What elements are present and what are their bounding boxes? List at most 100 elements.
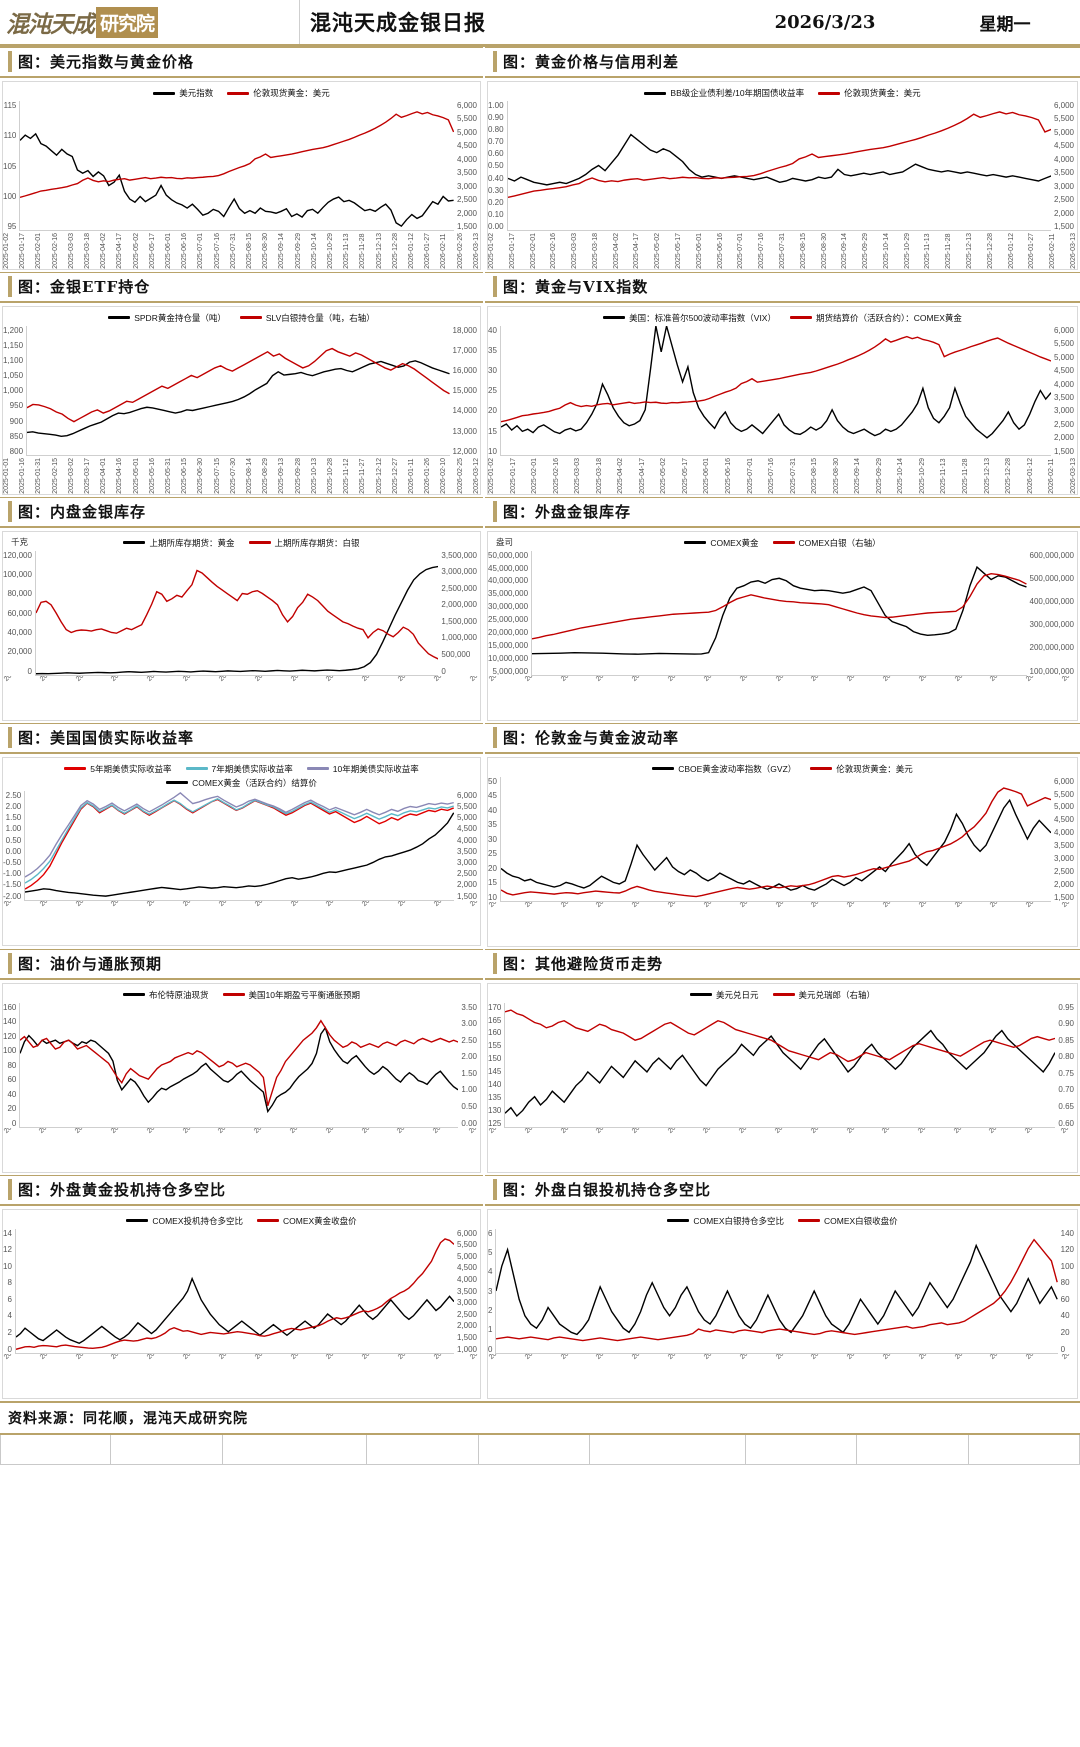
x-axis-labels: 2025-01-02 2025-01-17 2025-02-01 2025-02-16… xyxy=(3,231,480,269)
x-tick-label: 2025-11-28 xyxy=(962,458,970,494)
legend-label: 美元兑日元 xyxy=(715,989,759,1000)
x-tick-label: 2024-03-01 xyxy=(738,1128,768,1135)
source-text: 资料来源：同花顺，混沌天成研究院 xyxy=(8,1410,248,1427)
y-tick-label: 600,000,000 xyxy=(1029,550,1075,560)
y-tick-label: 25,000,000 xyxy=(488,615,529,624)
chart-legend: BB级企业债利差/10年期国债收益率 伦敦现货黄金：美元 xyxy=(488,82,1077,101)
chart-comex-inventory: COMEX黄金 COMEX白银（右轴） 盎司 50,000,000 45,000,000… xyxy=(487,530,1078,721)
x-tick-label: 2023-03-01 xyxy=(524,1128,554,1135)
x-tick-label: 2021-01-01 xyxy=(290,676,320,683)
x-tick-label: 2025-01-02 xyxy=(488,233,495,269)
legend-label: COMEX白银收盘价 xyxy=(824,1215,898,1226)
x-tick-label: 2018-01-01 xyxy=(560,1354,590,1361)
axis-unit-label: 盎司 xyxy=(496,536,514,547)
y-tick-label: 12 xyxy=(3,1245,12,1255)
x-tick-label: 2026-01-12 xyxy=(1007,233,1015,269)
y-tick-label: 0.60 xyxy=(1058,1118,1074,1128)
y-tick-label: 40 xyxy=(488,325,497,335)
x-tick-label: 2018-07-01 xyxy=(595,676,625,683)
y-tick-label: 17,000 xyxy=(452,345,477,355)
x-tick-label: 2017-01-01 xyxy=(488,1354,518,1361)
x-tick-label: 2024-07-01 xyxy=(989,902,1019,909)
x-tick-label: 2018-07-01 xyxy=(595,1354,625,1361)
x-tick-label: 2025-05-01 xyxy=(988,1128,1018,1135)
legend-swatch xyxy=(772,993,795,997)
x-tick-label: 2021-01-01 xyxy=(290,1354,320,1361)
x-axis-labels: 2017-01-01 2017-07-01 2018-01-01 2018-07-01… xyxy=(488,1354,1077,1398)
y-tick-label: 5,500 xyxy=(1053,114,1074,124)
legend-item: BB级企业债利差/10年期国债收益率 xyxy=(644,87,804,99)
x-tick-label: 2025-06-16 xyxy=(181,233,189,269)
x-tick-label: 2021-07-01 xyxy=(325,676,355,683)
y-axis-right: 140 120 100 80 60 40 20 0 xyxy=(1058,1229,1077,1354)
x-tick-label: 2023-07-01 xyxy=(469,1354,480,1361)
x-tick-label: 2025-01-01 xyxy=(1061,902,1077,909)
y-tick-label: 20,000,000 xyxy=(488,627,529,637)
y-tick-label: 30 xyxy=(488,834,497,844)
x-tick-label: 2025-05-01 xyxy=(132,457,140,494)
y-tick-label: 10 xyxy=(3,1261,12,1271)
y-tick-label: 150 xyxy=(488,1054,502,1064)
y-tick-label: -2.00 xyxy=(3,891,22,901)
y-tick-label: 0.00 xyxy=(5,846,22,856)
x-tick-label: 2025-10-14 xyxy=(897,457,905,494)
x-tick-label: 2019-07-01 xyxy=(667,1354,697,1361)
x-tick-label: 2024-11-01 xyxy=(881,1128,911,1135)
y-tick-label: 2,500 xyxy=(1053,195,1074,205)
y-tick-label: 50 xyxy=(488,776,497,786)
legend-label: 布伦特原油现货 xyxy=(149,989,209,1000)
legend-item: COMEX白银收盘价 xyxy=(798,1215,898,1227)
x-tick-label: 2021-01-01 xyxy=(775,1354,805,1361)
series-line xyxy=(501,788,1051,897)
x-tick-label: 2026-01-26 xyxy=(424,457,432,494)
panel-title-text: 图：金银ETF持仓 xyxy=(8,275,150,297)
x-tick-label: 2025-03-18 xyxy=(84,233,92,269)
legend-label: COMEX投机持仓多空比 xyxy=(152,1215,243,1226)
y-tick-label: 130 xyxy=(488,1105,502,1115)
y-axis-left: 170 165 160 155 150 145 140 135 130 125 xyxy=(488,1003,504,1128)
panel-title-text: 图：伦敦金与黄金波动率 xyxy=(493,726,679,748)
panel-title-text: 图：外盘金银库存 xyxy=(493,500,631,522)
series-line xyxy=(25,793,454,877)
y-tick-label: 100,000,000 xyxy=(1029,666,1075,676)
x-tick-label: 2023-11-01 xyxy=(667,1128,697,1135)
y-tick-label: 5,500 xyxy=(1053,789,1074,799)
x-tick-label: 2025-01-16 xyxy=(19,457,27,494)
y-tick-label: 5,000 xyxy=(456,813,477,823)
x-tick-label: 2020-01-01 xyxy=(218,676,248,683)
chart-cell-usd-gold: 图：美元指数与黄金价格 美元指数 伦敦现货黄金：美元 115 110 105 100 95 6,… xyxy=(0,47,485,272)
x-tick-label: 2022-01-01 xyxy=(846,676,876,683)
legend-label: COMEX黄金收盘价 xyxy=(283,1215,357,1226)
x-tick-label: 2022-07-01 xyxy=(882,676,912,683)
y-tick-label: 5,500 xyxy=(456,114,477,124)
legend-label: COMEX黄金 xyxy=(710,537,759,548)
x-tick-label: 2024-01-02 xyxy=(290,901,320,908)
y-axis-right: 6,000 5,500 5,000 4,500 4,000 3,500 3,000 2,500… xyxy=(1051,101,1077,231)
x-tick-label: 2025-04-17 xyxy=(116,233,124,269)
y-tick-label: 170 xyxy=(488,1002,502,1012)
legend-swatch xyxy=(126,1219,149,1223)
y-axis-right: 3.50 3.00 2.50 2.00 1.50 1.00 0.50 0.00 xyxy=(458,1003,480,1128)
x-tick-label: 2022-07-01 xyxy=(703,902,733,909)
x-tick-label: 2026-01-11 xyxy=(408,458,416,494)
x-tick-label: 2020-01-01 xyxy=(703,676,733,683)
x-tick-label: 2025-06-16 xyxy=(716,233,724,269)
x-tick-label: 2019-07-01 xyxy=(182,676,212,683)
x-tick-label: 2025-08-15 xyxy=(799,233,807,269)
y-tick-label: 10 xyxy=(488,892,497,902)
x-tick-label: 2025-09-14 xyxy=(278,233,286,269)
y-axis-right: 6,000 5,500 5,000 4,500 4,000 3,500 3,000 2,500… xyxy=(1051,777,1077,902)
y-tick-label: 850 xyxy=(9,431,24,441)
y-tick-label: 5,000 xyxy=(456,1251,477,1261)
y-tick-label: 1.50 xyxy=(5,813,22,823)
x-axis-labels: 2022-01-02 2022-04-02 2022-07-02 2022-10-02… xyxy=(3,901,480,945)
x-tick-label: 2023-07-01 xyxy=(846,902,876,909)
x-tick-label: 2026-01-12 xyxy=(408,233,416,269)
y-tick-label: 0.70 xyxy=(1058,1085,1074,1095)
panel-title-oil-inflation: 图：油价与通胀预期 xyxy=(0,948,483,980)
y-tick-label: 1.00 xyxy=(5,824,22,834)
panel-title-text: 图：油价与通胀预期 xyxy=(8,952,162,974)
legend-item: 布伦特原油现货 xyxy=(123,989,209,1001)
x-tick-label: 2025-09-14 xyxy=(854,457,862,494)
